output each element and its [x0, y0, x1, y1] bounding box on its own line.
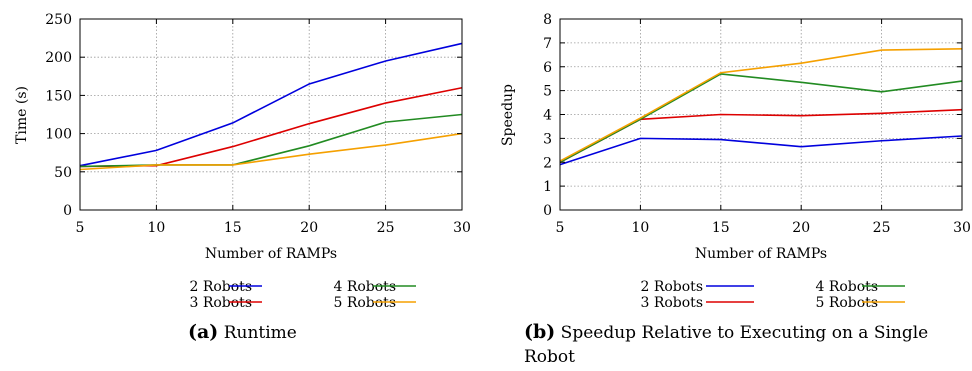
a-series-line-4-robots	[79, 113, 463, 168]
b-ytick-label-3: 3	[543, 131, 552, 147]
a-xtick-label-25: 25	[377, 220, 395, 236]
b-ytick-label-7: 7	[543, 36, 552, 52]
b-xtick-label-25: 25	[873, 220, 891, 236]
b-x-axis-label: Number of RAMPs	[695, 246, 827, 262]
a-xtick-label-30: 30	[453, 220, 471, 236]
b-y-axis-label: Speedup	[500, 84, 516, 146]
b-legend-label-2-robots: 2 Robots	[640, 279, 703, 295]
a-ytick-label-250: 250	[45, 12, 72, 28]
b-xtick-label-20: 20	[792, 220, 810, 236]
b-legend-label-5-robots: 5 Robots	[815, 295, 878, 311]
b-ytick-label-4: 4	[543, 108, 552, 124]
b-series-line-3-robots	[559, 108, 963, 163]
caption-a: (a) Runtime	[188, 320, 297, 345]
a-ytick-label-50: 50	[54, 165, 72, 181]
a-xtick-label-20: 20	[300, 220, 318, 236]
b-ytick-label-6: 6	[543, 60, 552, 76]
a-legend-label-3-robots: 3 Robots	[189, 295, 252, 311]
caption-a-text: Runtime	[223, 323, 297, 343]
a-xtick-label-10: 10	[147, 220, 165, 236]
caption-b: (b) Speedup Relative to Executing on a S…	[524, 320, 970, 369]
a-plot-frame	[79, 18, 463, 211]
caption-b-text: Speedup Relative to Executing on a Singl…	[524, 323, 929, 367]
b-series-line-5-robots	[559, 48, 963, 162]
runtime-chart: 0 50 100 150 200 250 5 10 15 20 25 30 Number of RAMP…	[14, 12, 471, 311]
a-ytick-label-0: 0	[63, 203, 72, 219]
caption-b-label: (b)	[524, 321, 556, 343]
b-xtick-label-5: 5	[556, 220, 565, 236]
a-legend-label-5-robots: 5 Robots	[333, 295, 396, 311]
b-xtick-label-10: 10	[631, 220, 649, 236]
a-legend-label-4-robots: 4 Robots	[333, 279, 396, 295]
b-xtick-label-30: 30	[953, 220, 971, 236]
a-xtick-label-15: 15	[224, 220, 242, 236]
b-series-line-4-robots	[559, 73, 963, 163]
a-series-line-2-robots	[79, 42, 463, 167]
a-ytick-label-100: 100	[45, 127, 72, 143]
a-ytick-label-150: 150	[45, 88, 72, 104]
a-xtick-label-5: 5	[76, 220, 85, 236]
a-x-axis-label: Number of RAMPs	[205, 246, 337, 262]
b-ytick-label-2: 2	[543, 155, 552, 171]
speedup-chart: 0 1 2 3 4 5 6 7 8 5 10 15 20 25 30 Number of RAMPs Speed…	[500, 12, 971, 311]
a-legend-label-2-robots: 2 Robots	[189, 279, 252, 295]
a-ytick-label-200: 200	[45, 50, 72, 66]
b-ytick-label-1: 1	[543, 179, 552, 195]
b-ytick-label-8: 8	[543, 12, 552, 28]
b-ytick-label-5: 5	[543, 84, 552, 100]
a-series-line-5-robots	[79, 132, 463, 171]
caption-a-label: (a)	[188, 321, 219, 343]
b-xtick-label-15: 15	[712, 220, 730, 236]
b-legend-label-3-robots: 3 Robots	[640, 295, 703, 311]
b-legend-label-4-robots: 4 Robots	[815, 279, 878, 295]
a-y-axis-label: Time (s)	[14, 86, 30, 144]
b-ytick-label-0: 0	[543, 203, 552, 219]
b-series-line-2-robots	[559, 135, 963, 166]
